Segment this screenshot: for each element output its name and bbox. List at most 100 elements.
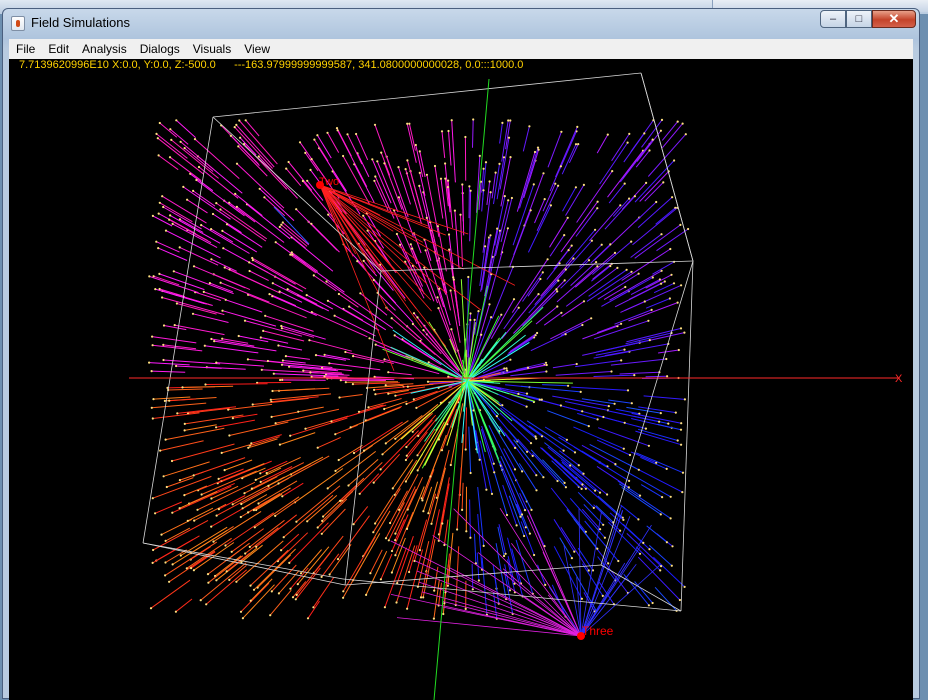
field-point	[452, 276, 454, 278]
field-line	[597, 466, 629, 487]
field-line	[523, 272, 543, 301]
field-point	[277, 344, 279, 346]
field-point	[588, 569, 590, 571]
title-bar[interactable]: Field Simulations – □ ✕	[3, 9, 919, 38]
field-line	[577, 171, 613, 222]
field-point	[236, 206, 238, 208]
field-point	[396, 233, 398, 235]
field-point	[344, 351, 346, 353]
field-line	[338, 130, 367, 187]
field-point	[454, 210, 456, 212]
field-line	[210, 283, 233, 292]
field-line	[548, 132, 561, 168]
field-point	[280, 549, 282, 551]
field-point	[630, 241, 632, 243]
field-point	[166, 486, 168, 488]
field-point	[539, 399, 541, 401]
menu-visuals[interactable]: Visuals	[186, 42, 237, 56]
field-point	[248, 261, 250, 263]
field-point	[574, 451, 576, 453]
field-line	[501, 228, 508, 255]
field-3d-canvas[interactable]: X Two Three 7.7139620996E10 X:0.0, Y:0.0…	[9, 59, 913, 700]
field-line	[196, 180, 240, 213]
field-line	[176, 599, 192, 612]
field-point	[643, 132, 645, 134]
minimize-button[interactable]: –	[820, 10, 846, 28]
field-point	[226, 570, 228, 572]
field-point	[447, 130, 449, 132]
field-point	[408, 571, 410, 573]
field-line	[170, 215, 220, 243]
field-point	[533, 554, 535, 556]
field-line	[159, 155, 179, 169]
field-line	[258, 555, 291, 588]
field-point	[269, 614, 271, 616]
charge-three[interactable]: Three	[577, 624, 614, 640]
field-line	[635, 582, 653, 604]
field-point	[573, 551, 575, 553]
field-line	[370, 550, 382, 573]
field-point	[221, 310, 223, 312]
field-line	[351, 407, 401, 427]
field-point	[179, 246, 181, 248]
field-point	[231, 551, 233, 553]
field-point	[624, 286, 626, 288]
field-point	[623, 349, 625, 351]
field-line	[191, 552, 215, 568]
field-point	[670, 517, 672, 519]
field-point	[148, 362, 150, 364]
field-point	[575, 186, 577, 188]
field-line	[343, 566, 361, 598]
field-line	[278, 533, 308, 561]
field-point	[180, 141, 182, 143]
field-line	[153, 345, 203, 351]
field-point	[436, 296, 438, 298]
field-point	[212, 541, 214, 543]
field-line	[270, 590, 291, 615]
field-point	[302, 370, 304, 372]
menu-file[interactable]: File	[9, 42, 41, 56]
field-point	[251, 257, 253, 259]
field-line	[164, 360, 221, 364]
field-line	[295, 469, 343, 503]
field-line	[597, 440, 630, 455]
field-point	[154, 288, 156, 290]
java-app-icon[interactable]	[11, 16, 25, 31]
field-point	[505, 553, 507, 555]
field-point	[164, 561, 166, 563]
field-line	[420, 494, 436, 550]
field-point	[171, 460, 173, 462]
field-point	[238, 335, 240, 337]
field-line	[623, 140, 653, 179]
field-point	[602, 595, 604, 597]
field-point	[420, 596, 422, 598]
charge-two[interactable]: Two	[316, 176, 339, 189]
field-line	[160, 289, 185, 297]
field-line	[188, 508, 213, 521]
field-point	[453, 279, 455, 281]
menu-view[interactable]: View	[237, 42, 276, 56]
field-line	[149, 363, 190, 365]
field-point	[565, 333, 567, 335]
field-line	[531, 334, 566, 351]
field-point	[418, 185, 420, 187]
field-point	[336, 127, 338, 129]
close-button[interactable]: ✕	[872, 10, 916, 28]
field-line	[415, 520, 427, 561]
field-point	[526, 406, 528, 408]
field-point	[218, 478, 220, 480]
field-point	[563, 234, 565, 236]
menu-dialogs[interactable]: Dialogs	[133, 42, 186, 56]
menu-edit[interactable]: Edit	[41, 42, 75, 56]
field-line	[620, 302, 644, 313]
field-point	[500, 314, 502, 316]
field-point	[278, 592, 280, 594]
field-point	[521, 470, 523, 472]
field-point	[638, 273, 640, 275]
field-line	[193, 314, 229, 323]
menu-analysis[interactable]: Analysis	[75, 42, 133, 56]
field-line	[278, 346, 302, 351]
field-point	[620, 359, 622, 361]
maximize-button[interactable]: □	[846, 10, 872, 28]
field-point	[479, 459, 481, 461]
